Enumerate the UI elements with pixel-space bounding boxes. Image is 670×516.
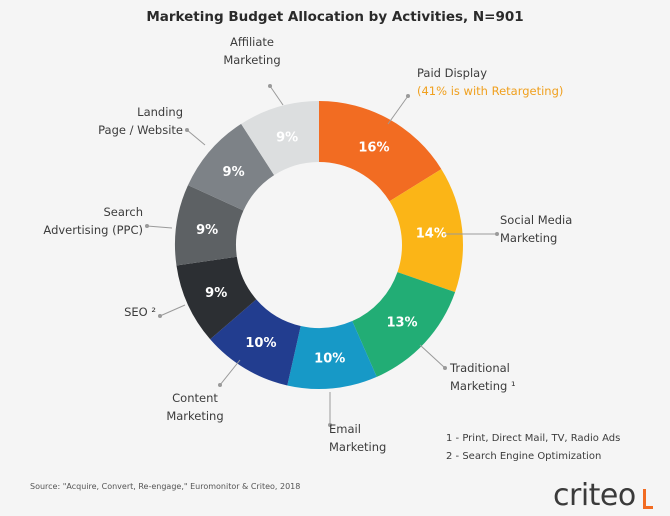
leader-line xyxy=(159,304,186,317)
donut-slice xyxy=(210,299,301,386)
donut-slice xyxy=(389,169,463,293)
slice-percent-label: 9% xyxy=(223,165,245,180)
category-label: Marketing xyxy=(500,231,557,245)
category-label: Email xyxy=(329,422,361,436)
category-label: Marketing xyxy=(166,409,223,423)
leader-line xyxy=(387,95,409,125)
donut-slice xyxy=(176,256,257,340)
leader-dot xyxy=(328,423,332,427)
source-note: Source: "Acquire, Convert, Re-engage," E… xyxy=(30,482,301,491)
category-label: Affiliate xyxy=(230,35,274,49)
footnote-2: 2 - Search Engine Optimization xyxy=(446,451,602,462)
category-label: Social Media xyxy=(500,213,572,227)
category-label: Marketing xyxy=(329,440,386,454)
leader-line xyxy=(146,225,173,229)
leader-dot xyxy=(495,232,499,236)
logo-corner-mark xyxy=(643,489,653,509)
leader-line xyxy=(419,344,446,369)
leader-dot xyxy=(268,84,272,88)
slice-percent-label: 10% xyxy=(245,336,276,351)
leader-dot xyxy=(145,224,149,228)
category-label: Landing xyxy=(137,105,183,119)
donut-slice xyxy=(188,123,275,211)
slice-percent-label: 9% xyxy=(196,223,218,238)
slice-percent-label: 9% xyxy=(205,286,227,301)
footnote-1: 1 - Print, Direct Mail, TV, Radio Ads xyxy=(446,433,621,444)
category-label: Marketing xyxy=(223,53,280,67)
donut-slice xyxy=(287,321,377,389)
donut-slice xyxy=(352,272,456,377)
category-label: Marketing ¹ xyxy=(450,379,516,393)
category-label: Content xyxy=(172,391,218,405)
donut-slice xyxy=(319,101,442,202)
category-label: Page / Website xyxy=(98,123,183,137)
category-label: Advertising (PPC) xyxy=(43,223,143,237)
leader-dot xyxy=(158,314,162,318)
category-sublabel: (41% is with Retargeting) xyxy=(417,84,563,98)
leader-dot xyxy=(443,366,447,370)
leader-line xyxy=(186,129,206,146)
slice-percent-label: 10% xyxy=(314,351,345,366)
slice-percent-label: 13% xyxy=(386,316,417,331)
donut-slice xyxy=(175,185,244,266)
category-label: Search xyxy=(103,205,143,219)
donut-slice xyxy=(241,101,319,176)
leader-line xyxy=(219,359,241,386)
leader-dot xyxy=(406,94,410,98)
slice-percent-label: 16% xyxy=(358,140,389,155)
category-label: SEO ² xyxy=(124,305,156,319)
category-label: Paid Display xyxy=(417,66,487,80)
category-label: Traditional xyxy=(449,361,510,375)
criteo-logo: criteo xyxy=(553,478,636,513)
chart-title: Marketing Budget Allocation by Activitie… xyxy=(146,9,524,25)
leader-dot xyxy=(185,128,189,132)
leader-line xyxy=(269,85,284,106)
slice-percent-label: 14% xyxy=(416,226,447,241)
leader-dot xyxy=(218,383,222,387)
slice-percent-label: 9% xyxy=(276,131,298,146)
